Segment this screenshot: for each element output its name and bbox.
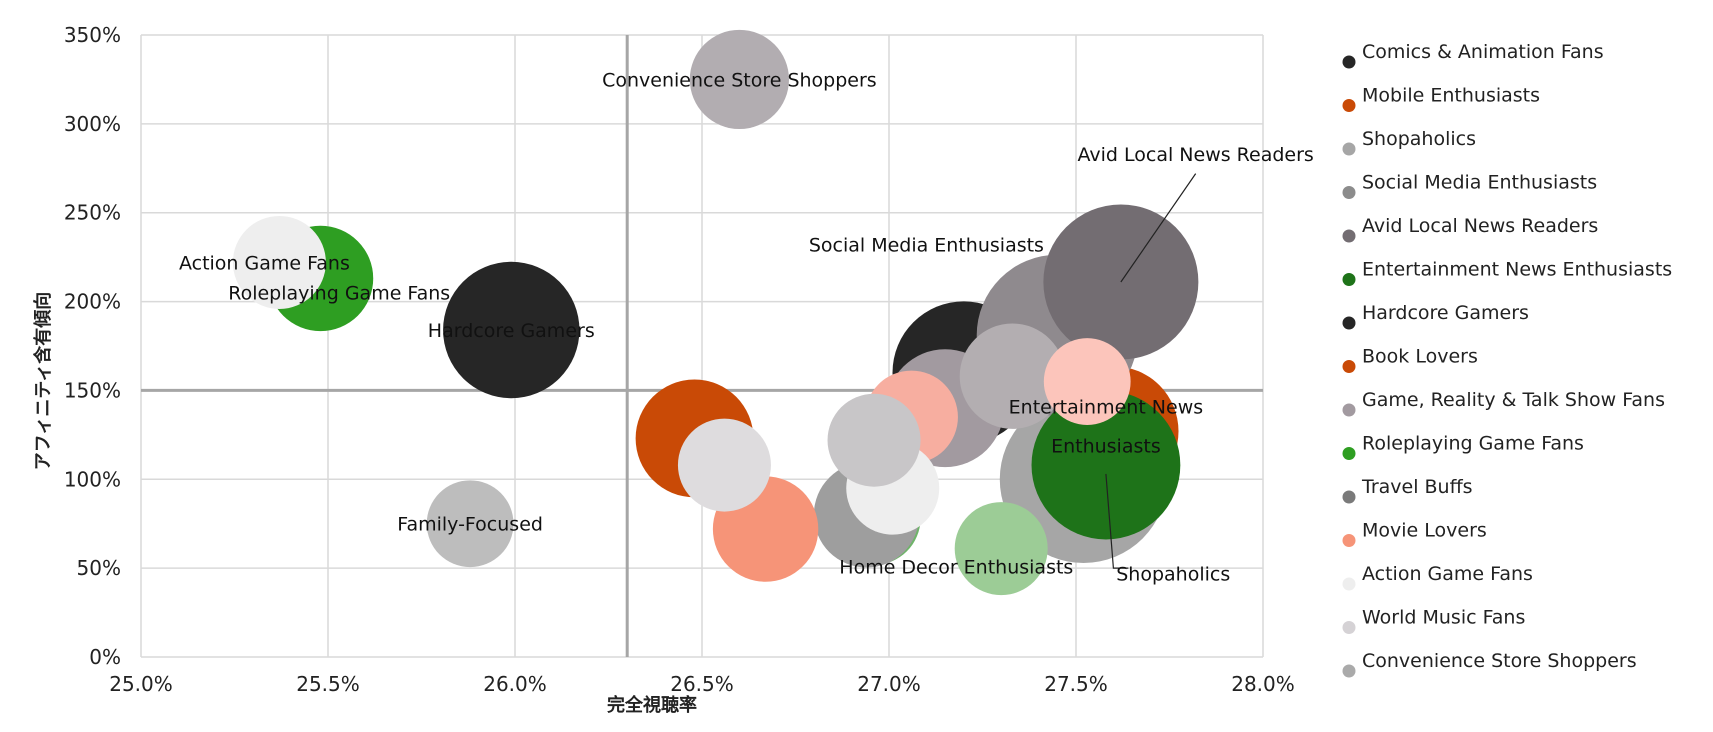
legend-label: Game, Reality & Talk Show Fans [1362, 389, 1665, 411]
x-tick-label: 26.5% [670, 672, 734, 696]
legend-marker [1342, 273, 1356, 286]
x-tick-label: 26.0% [483, 672, 547, 696]
bubble [954, 502, 1048, 596]
bubble [426, 480, 514, 568]
legend-marker [1342, 360, 1356, 373]
bubble [1043, 338, 1131, 425]
legend-marker [1342, 186, 1356, 199]
bubble-label: Convenience Store Shoppers [602, 69, 877, 91]
bubble-label: Roleplaying Game Fans [228, 283, 450, 305]
y-tick-label: 300% [64, 112, 121, 136]
x-tick-label: 25.0% [109, 672, 173, 696]
legend-label: Comics & Animation Fans [1362, 41, 1604, 63]
bubble-label: Enthusiasts [1051, 436, 1161, 458]
legend-label: Roleplaying Game Fans [1362, 433, 1584, 455]
x-tick-label: 27.5% [1044, 672, 1108, 696]
legend-label: Hardcore Gamers [1362, 302, 1529, 324]
bubble-label: Shopaholics [1116, 563, 1230, 585]
x-tick-label: 27.0% [857, 672, 921, 696]
y-axis-title: アフィニティ含有傾向 [32, 292, 54, 471]
legend-label: Travel Buffs [1361, 476, 1473, 498]
legend-marker [1342, 577, 1356, 591]
bubble-layer [232, 29, 1199, 596]
x-tick-label: 25.5% [296, 672, 360, 696]
legend-marker [1342, 490, 1356, 504]
bubble [677, 418, 771, 512]
y-tick-label: 150% [64, 378, 121, 402]
legend-label: Action Game Fans [1362, 563, 1533, 585]
bubble [959, 323, 1066, 429]
legend-label: Book Lovers [1362, 346, 1478, 368]
legend-marker [1342, 229, 1356, 243]
bubble [1031, 390, 1181, 540]
legend-marker [1342, 142, 1356, 156]
legend-label: Movie Lovers [1362, 520, 1487, 542]
leader-line [1105, 473, 1129, 569]
legend-marker [1342, 316, 1356, 330]
y-tick-label: 50% [77, 556, 121, 580]
tick-labels: 25.0% 25.5% 26.0% 26.5% 27.0% 27.5% 28.0% 0% 50%… [64, 23, 1295, 696]
bubble-label: Entertainment News [1009, 396, 1203, 418]
bubble [689, 29, 790, 130]
leader-lines [1105, 173, 1197, 569]
bubble [443, 261, 580, 399]
legend-marker [1342, 99, 1356, 112]
legend-marker [1342, 621, 1356, 634]
legend-marker [1342, 664, 1356, 678]
legend-label: Social Media Enthusiasts [1362, 172, 1597, 194]
legend-marker [1342, 534, 1356, 547]
y-tick-label: 100% [64, 467, 121, 491]
legend-label: Convenience Store Shoppers [1362, 650, 1637, 672]
x-tick-label: 28.0% [1231, 672, 1295, 696]
y-tick-label: 200% [64, 290, 121, 314]
legend-marker [1342, 447, 1356, 460]
bubble-label: Social Media Enthusiasts [809, 235, 1044, 257]
legend-label: Mobile Enthusiasts [1362, 85, 1540, 107]
legend-marker [1342, 55, 1356, 69]
bubble [232, 215, 326, 309]
legend-marker [1342, 403, 1356, 417]
legend-label: World Music Fans [1362, 607, 1525, 629]
y-tick-label: 250% [64, 201, 121, 225]
legend-label: Shopaholics [1362, 128, 1476, 150]
y-tick-label: 0% [89, 645, 121, 669]
bubble-label: Avid Local News Readers [1078, 144, 1314, 166]
bubble-label: Hardcore Gamers [428, 320, 595, 342]
leader-line [1120, 173, 1197, 283]
bubble [827, 393, 921, 487]
legend-label: Entertainment News Enthusiasts [1362, 259, 1672, 281]
bubble-labels: Convenience Store Shoppers Action Game Fa… [179, 69, 1314, 585]
x-axis-title: 完全視聴率 [607, 694, 697, 716]
bubble-label: Home Decor Enthusiasts [839, 556, 1073, 578]
legend: Comics & Animation Fans Mobile Enthusiast… [1342, 41, 1672, 678]
legend-label: Avid Local News Readers [1362, 215, 1598, 237]
bubble-label: Family-Focused [397, 514, 543, 536]
bubble-label: Action Game Fans [179, 252, 350, 274]
y-tick-label: 350% [64, 23, 121, 47]
